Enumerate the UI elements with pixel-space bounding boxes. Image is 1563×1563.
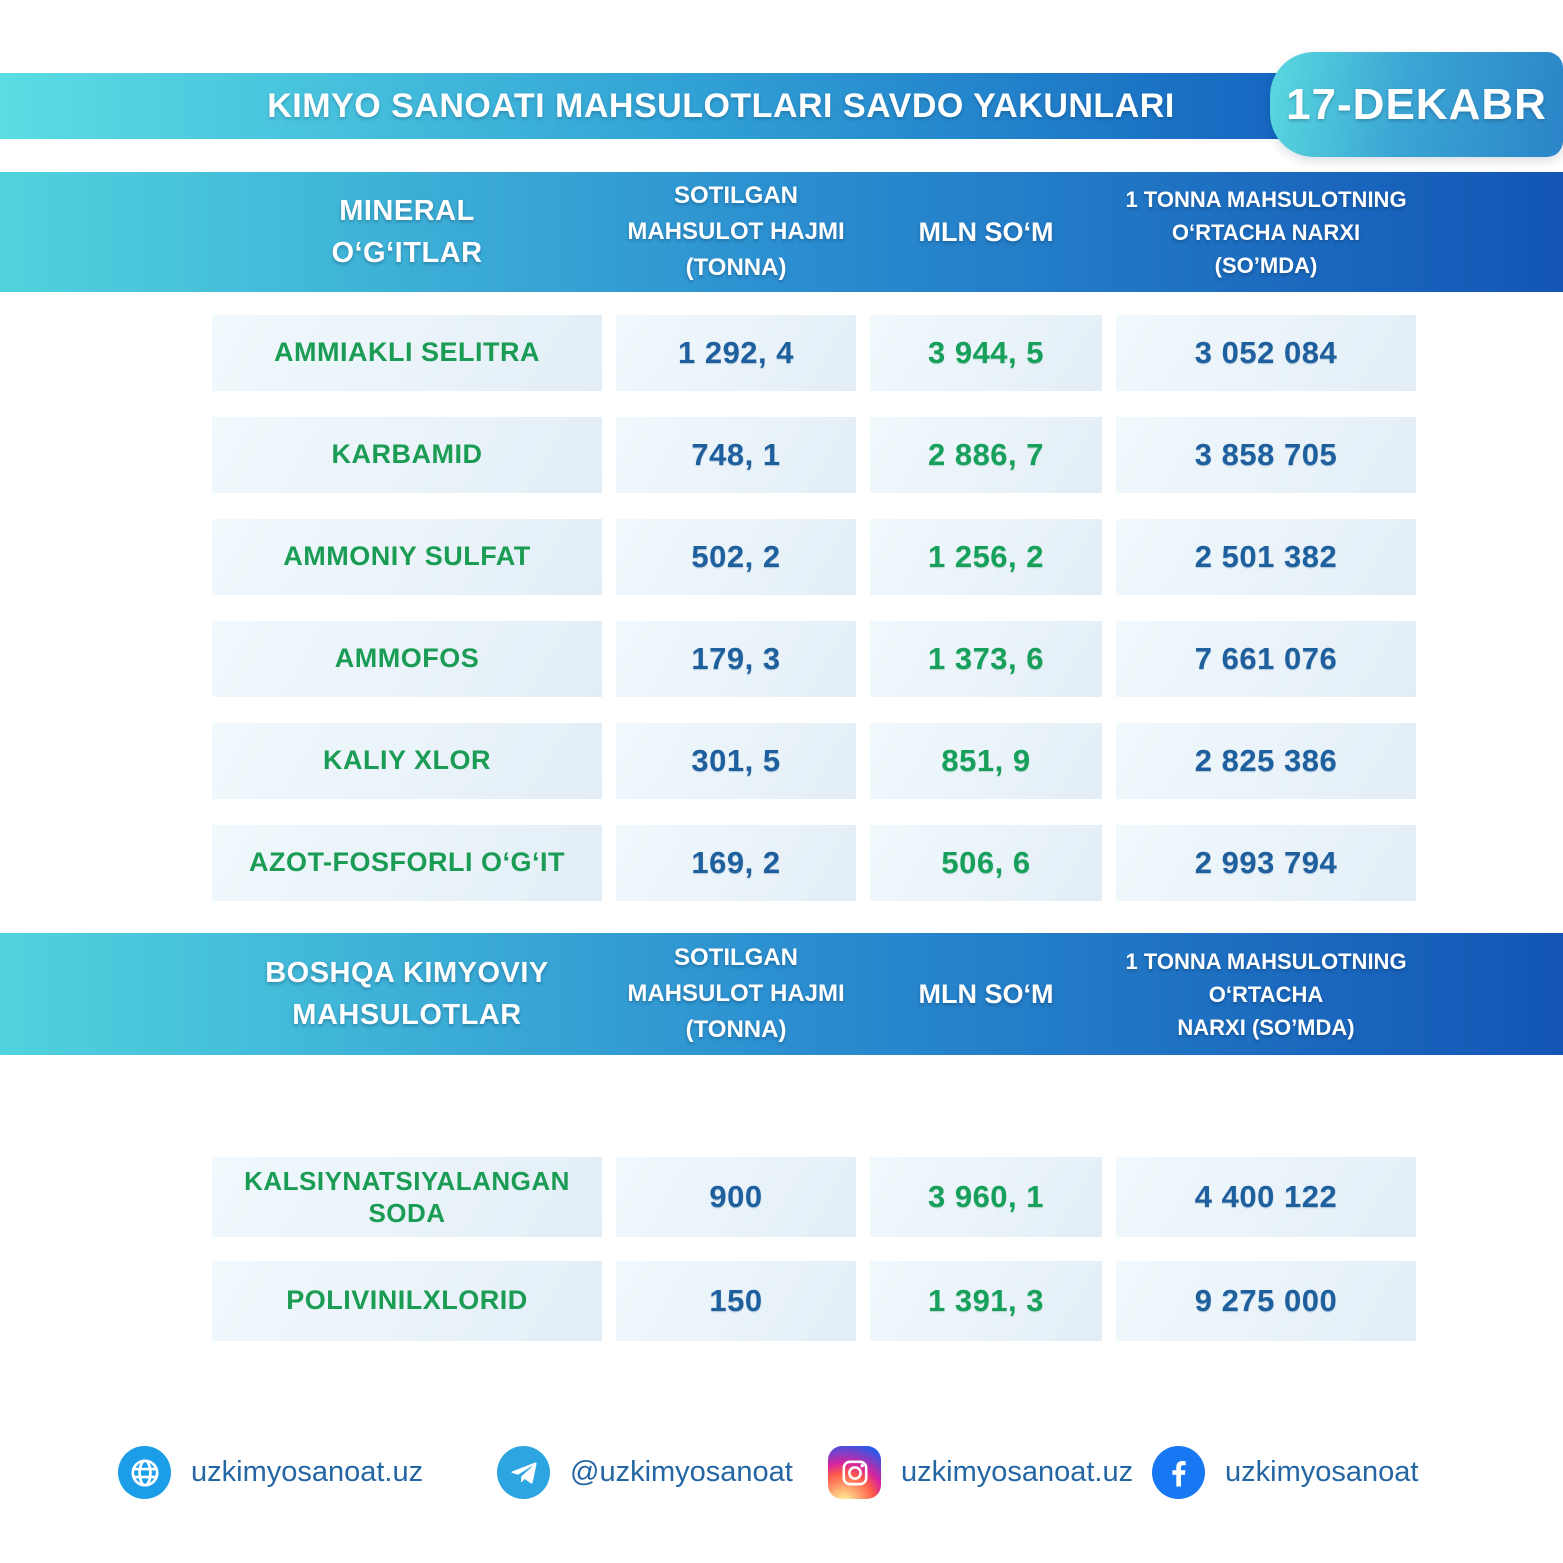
mln-column-header: MLN SO‘M [918,978,1054,1009]
mineral-fertilizers-header-band: MINERAL O‘G‘ITLAR SOTILGAN MAHSULOT HAJM… [0,172,1563,292]
header-line: MAHSULOT HAJMI [627,218,845,245]
price-cell: 4 400 122 [1116,1157,1416,1237]
date-badge: 17-DEKABR [1270,52,1563,157]
mineral-fertilizers-table: AMMIAKLI SELITRA 1 292, 4 3 944, 5 3 052… [212,315,1416,901]
product-name-cell: AMMIAKLI SELITRA [212,315,602,391]
price-cell: 7 661 076 [1116,621,1416,697]
mln-cell: 851, 9 [870,723,1102,799]
volume-column-header: SOTILGAN MAHSULOT HAJMI (TONNA) [616,940,856,1048]
header-line: MAHSULOT HAJMI [627,980,845,1007]
date-badge-label: 17-DEKABR [1286,79,1547,129]
product-name-cell: AMMOFOS [212,621,602,697]
product-name-cell: KALSIYNATSIYALANGAN SODA [212,1157,602,1237]
price-cell: 2 501 382 [1116,519,1416,595]
volume-cell: 179, 3 [616,621,856,697]
volume-cell: 301, 5 [616,723,856,799]
mln-cell: 3 944, 5 [870,315,1102,391]
header-line: MINERAL [339,194,475,227]
website-label: uzkimyosanoat.uz [191,1456,424,1488]
header-line: MAHSULOTLAR [292,999,522,1031]
price-cell: 3 052 084 [1116,315,1416,391]
price-cell: 3 858 705 [1116,417,1416,493]
mln-cell: 1 373, 6 [870,621,1102,697]
header-line: (TONNA) [685,254,787,281]
mln-cell: 1 391, 3 [870,1261,1102,1341]
website-item: uzkimyosanoat.uz [118,1446,423,1499]
volume-cell: 169, 2 [616,825,856,901]
other-chemical-products-table: KALSIYNATSIYALANGAN SODA 900 3 960, 1 4 … [212,1157,1416,1341]
page-title: KIMYO SANOATI MAHSULOTLARI SAVDO YAKUNLA… [267,86,1175,125]
header-line: (TONNA) [685,1016,787,1043]
category-header: MINERAL O‘G‘ITLAR [212,190,602,274]
header-line: 1 TONNA MAHSULOTNING [1125,948,1407,974]
header-line: NARXI (SO’MDA) [1177,1014,1355,1040]
mln-cell: 3 960, 1 [870,1157,1102,1237]
header-line: (SO’MDA) [1214,252,1318,278]
product-name-cell: AMMONIY SULFAT [212,519,602,595]
header-line: 1 TONNA MAHSULOTNING [1125,186,1407,212]
mln-cell: 2 886, 7 [870,417,1102,493]
product-name-cell: KALIY XLOR [212,723,602,799]
header-line: BOSHQA KIMYOVIY [265,956,549,989]
mln-column-header: MLN SO‘M [918,216,1054,247]
volume-cell: 150 [616,1261,856,1341]
header-line: O‘RTACHA NARXI [1171,219,1361,245]
price-cell: 2 993 794 [1116,825,1416,901]
header-line: SOTILGAN [674,944,798,971]
facebook-item: uzkimyosanoat [1152,1446,1418,1499]
instagram-icon [828,1446,881,1499]
mln-cell: 1 256, 2 [870,519,1102,595]
volume-cell: 900 [616,1157,856,1237]
header-line: SOTILGAN [674,182,798,209]
category-header: BOSHQA KIMYOVIY MAHSULOTLAR [212,952,602,1036]
volume-column-header: SOTILGAN MAHSULOT HAJMI (TONNA) [616,178,856,286]
facebook-label: uzkimyosanoat [1225,1456,1419,1488]
telegram-label: @uzkimyosanoat [570,1456,793,1488]
product-name-cell: POLIVINILXLORID [212,1261,602,1341]
volume-cell: 1 292, 4 [616,315,856,391]
globe-icon [118,1446,171,1499]
volume-cell: 748, 1 [616,417,856,493]
product-name-cell: KARBAMID [212,417,602,493]
telegram-icon [497,1446,550,1499]
header-line: O‘RTACHA [1208,981,1324,1007]
price-column-header: 1 TONNA MAHSULOTNING O‘RTACHA NARXI (SO’… [1116,183,1416,282]
title-bar: KIMYO SANOATI MAHSULOTLARI SAVDO YAKUNLA… [0,73,1292,139]
price-cell: 9 275 000 [1116,1261,1416,1341]
price-cell: 2 825 386 [1116,723,1416,799]
instagram-label: uzkimyosanoat.uz [901,1456,1134,1488]
volume-cell: 502, 2 [616,519,856,595]
instagram-item: uzkimyosanoat.uz [828,1446,1133,1499]
facebook-icon [1152,1446,1205,1499]
other-chemical-products-header-band: BOSHQA KIMYOVIY MAHSULOTLAR SOTILGAN MAH… [0,933,1563,1055]
telegram-item: @uzkimyosanoat [497,1446,793,1499]
price-column-header: 1 TONNA MAHSULOTNING O‘RTACHA NARXI (SO’… [1116,945,1416,1044]
mln-cell: 506, 6 [870,825,1102,901]
product-name-cell: AZOT-FOSFORLI O‘G‘IT [212,825,602,901]
header-line: O‘G‘ITLAR [331,237,483,269]
